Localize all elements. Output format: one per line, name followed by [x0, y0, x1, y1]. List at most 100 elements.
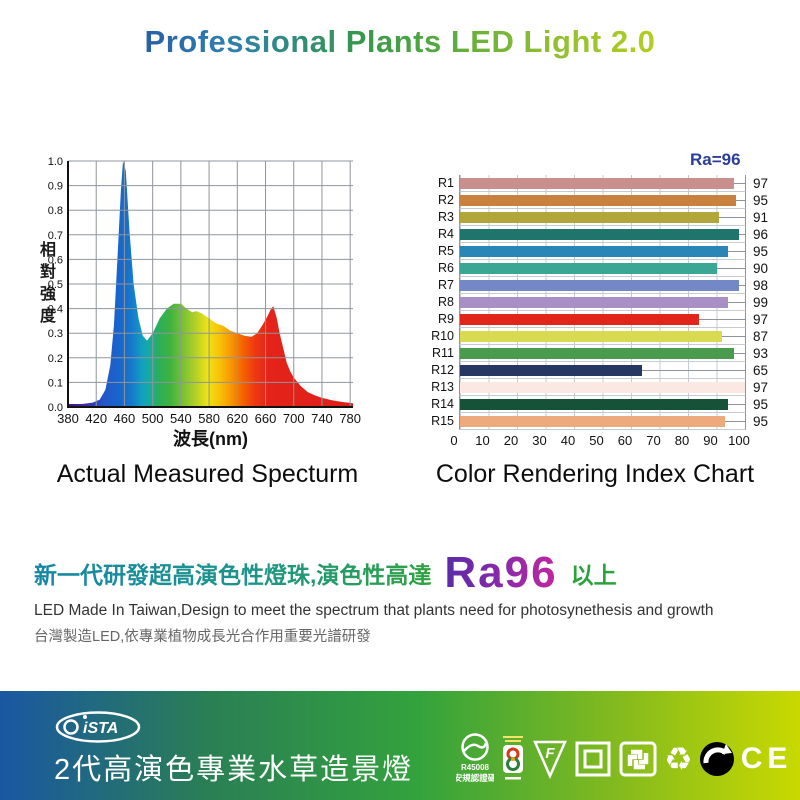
svg-text:0.8: 0.8 [48, 205, 63, 217]
cri-bar [460, 416, 726, 427]
cri-bar [460, 229, 740, 240]
cri-row-label: R11 [431, 346, 454, 360]
cri-row-R5: R5 95 [424, 243, 791, 260]
product-name: 2代高演色專業水草造景燈 [54, 754, 414, 786]
pinwheel-recycle-icon [619, 741, 657, 777]
cri-x-tick: 0 [450, 433, 458, 448]
cri-bar [460, 280, 740, 291]
cri-row-plot [459, 277, 746, 294]
svg-text:0.0: 0.0 [48, 402, 63, 414]
cri-bars: R1 97 R2 95 R3 91 R4 96 R5 95 R6 90 R7 98 R8 99 R9 97 R10 8… [424, 175, 791, 430]
cri-bar [460, 195, 737, 206]
cri-row-value: 96 [753, 227, 769, 242]
cri-x-tick: 100 [728, 433, 750, 448]
certification-icons: R45008 安規認證碼 F [456, 731, 792, 787]
promo-english-line: LED Made In Taiwan,Design to meet the sp… [34, 602, 714, 619]
cri-bar [460, 314, 700, 325]
cri-row-label: R2 [438, 193, 454, 207]
cri-row-R14: R14 95 [424, 396, 791, 413]
cri-row-value: 98 [753, 278, 769, 293]
promo-headline-zh: 新一代研發超高演色性燈珠,演色性高達 [34, 556, 431, 590]
svg-text:0.1: 0.1 [48, 377, 63, 389]
cri-bar [460, 178, 734, 189]
cri-x-tick: 30 [532, 433, 547, 448]
green-dot-icon [699, 742, 734, 776]
cri-row-R13: R13 97 [424, 379, 791, 396]
cri-x-tick: 20 [503, 433, 519, 448]
double-square-icon [575, 741, 611, 777]
cri-connector-line [736, 200, 745, 201]
cri-row-label: R14 [431, 397, 454, 411]
cri-x-tick: 50 [589, 433, 604, 448]
recycle-arrows-icon: ♻ [664, 740, 693, 778]
cri-bar [460, 331, 723, 342]
cri-row-R3: R3 91 [424, 209, 791, 226]
svg-text:740: 740 [311, 411, 333, 426]
cri-connector-line [719, 217, 745, 218]
svg-text:580: 580 [198, 411, 220, 426]
cri-row-value: 97 [753, 176, 769, 191]
svg-text:380: 380 [57, 411, 79, 426]
cri-bar [460, 246, 728, 257]
svg-text:0.7: 0.7 [48, 230, 63, 242]
svg-text:660: 660 [255, 411, 277, 426]
cri-x-tick: 60 [617, 433, 633, 448]
ra-annotation: Ra=96 [690, 150, 741, 169]
cri-row-R11: R11 93 [424, 345, 791, 362]
cri-row-R8: R8 99 [424, 294, 791, 311]
cri-bar [460, 297, 728, 308]
cri-connector-line [739, 285, 745, 286]
cri-connector-line [727, 251, 745, 252]
cri-x-tick: 70 [646, 433, 661, 448]
cri-connector-line [727, 404, 745, 405]
cri-row-plot [459, 396, 746, 413]
cri-row-R6: R6 90 [424, 260, 791, 277]
f-triangle-icon: F [533, 740, 567, 779]
cri-row-plot [459, 311, 746, 328]
cri-bar [460, 399, 728, 410]
cri-row-value: 97 [753, 312, 769, 327]
page-title: Professional Plants LED Light 2.0 [144, 24, 656, 59]
safety-cert-label: 安規認證碼 [456, 773, 494, 783]
footer-band: iSTA 2代高演色專業水草造景燈 R45008 安規認證碼 [0, 691, 800, 800]
ista-logo-swirl [63, 719, 79, 735]
cri-row-plot [459, 192, 746, 209]
cri-row-plot [459, 209, 746, 226]
promo-headline: 新一代研發超高演色性燈珠,演色性高達 Ra96 以上 [34, 549, 774, 597]
cri-connector-line [733, 183, 745, 184]
cri-bar [460, 382, 745, 393]
cri-x-tick: 90 [703, 433, 718, 448]
cri-row-label: R1 [438, 176, 454, 190]
cri-connector-line [716, 268, 745, 269]
spectrum-caption: Actual Measured Specturm [56, 460, 359, 488]
cri-row-plot [459, 413, 746, 430]
cri-row-label: R12 [431, 363, 454, 377]
cri-row-value: 95 [753, 414, 769, 429]
svg-text:500: 500 [142, 411, 164, 426]
cri-row-value: 95 [753, 244, 769, 259]
cri-row-value: 95 [753, 193, 769, 208]
cri-row-R7: R7 98 [424, 277, 791, 294]
cri-row-value: 99 [753, 295, 769, 310]
cri-connector-line [739, 234, 745, 235]
cri-bar [460, 263, 717, 274]
svg-text:0.5: 0.5 [48, 279, 63, 291]
cri-row-plot [459, 260, 746, 277]
cri-row-value: 91 [753, 210, 769, 225]
svg-text:波長(nm): 波長(nm) [173, 428, 248, 449]
cri-row-plot [459, 226, 746, 243]
svg-text:460: 460 [114, 411, 136, 426]
svg-text:0.9: 0.9 [48, 181, 63, 193]
cri-row-label: R8 [438, 295, 454, 309]
cri-row-plot [459, 379, 746, 396]
cri-row-label: R10 [431, 329, 454, 343]
cri-row-label: R9 [438, 312, 454, 326]
cri-connector-line [725, 421, 745, 422]
ista-logo: iSTA [55, 711, 141, 743]
svg-text:420: 420 [85, 411, 107, 426]
cri-caption: Color Rendering Index Chart [435, 460, 755, 488]
cri-row-R2: R2 95 [424, 192, 791, 209]
cri-bar [460, 365, 643, 376]
cri-x-tick: 80 [674, 433, 690, 448]
